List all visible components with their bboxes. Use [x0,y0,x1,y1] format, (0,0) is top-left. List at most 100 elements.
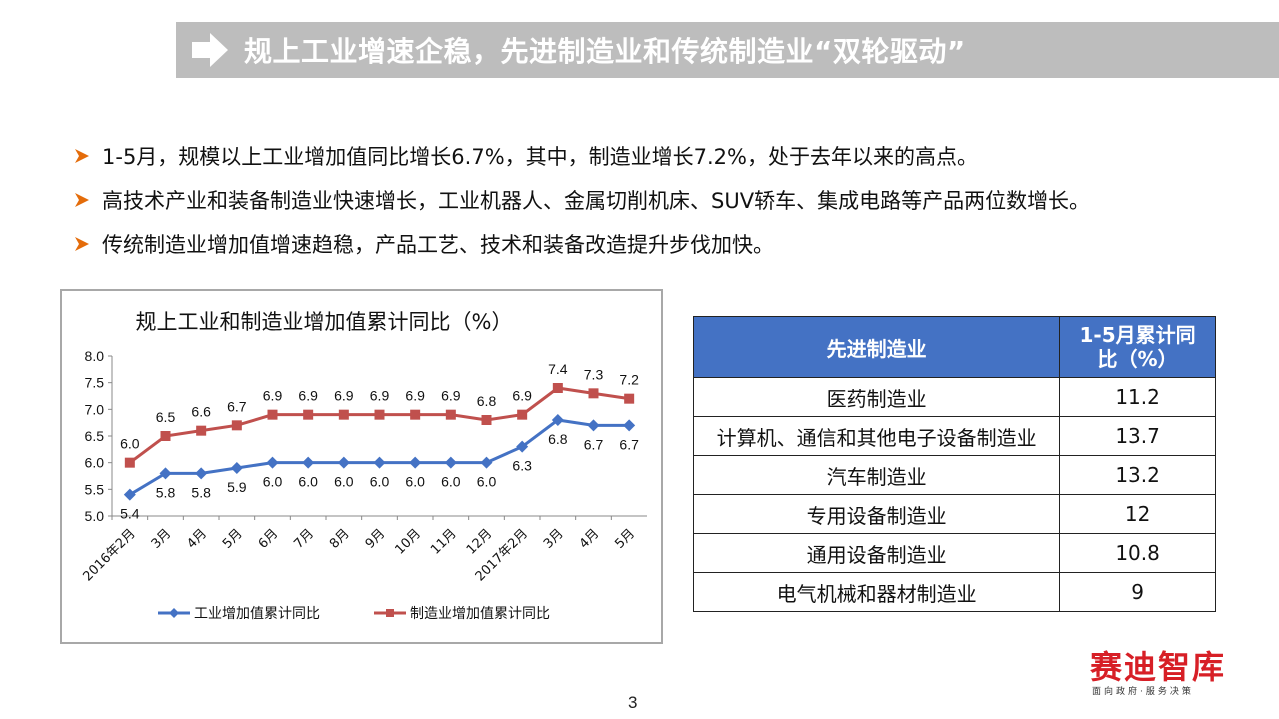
data-label: 7.3 [584,366,604,382]
table-cell: 13.2 [1059,455,1216,495]
data-point [230,462,243,474]
x-tick-label: 4月 [184,526,210,552]
x-tick-label: 4月 [577,526,603,552]
data-point [195,467,208,480]
data-label: 6.0 [441,474,461,490]
data-label: 6.9 [405,388,425,404]
y-ticks: 8.0 7.5 7.0 6.5 6.0 5.5 5.0 [85,348,112,524]
data-point [373,456,386,469]
data-label: 5.8 [156,484,176,500]
data-label: 6.3 [512,458,532,474]
table-cell: 专用设备制造业 [692,494,1061,534]
data-label: 6.9 [298,388,318,404]
data-label: 6.7 [227,398,247,414]
table-cell: 12 [1059,494,1216,534]
x-tick-label: 3月 [149,526,175,552]
data-point [623,419,636,432]
x-tick-label: 11月 [428,526,459,557]
y-tick-label: 7.0 [85,401,105,417]
bullet-arrow-icon [75,193,89,207]
data-point [445,409,456,420]
data-label: 6.8 [477,393,497,409]
arrow-right-icon [192,33,228,67]
data-label: 6.0 [405,474,425,490]
table-row: 电气机械和器材制造业 9 [692,572,1216,612]
data-label: 6.8 [548,431,568,447]
data-point [123,488,136,501]
legend-label: 制造业增加值累计同比 [410,606,550,622]
series-group: 5.4 5.8 5.8 5.9 6.0 6.0 6.0 6.0 6.0 6.0 6.0 6.3 6.8 6… [120,361,639,522]
bullet-text: 1-5月，规模以上工业增加值同比增长6.7%，其中，制造业增长7.2%，处于去年… [102,145,978,169]
data-point [124,457,135,468]
table-cell: 11.2 [1059,377,1216,417]
bullet-item: 高技术产业和装备制造业快速增长，工业机器人、金属切削机床、SUV轿车、集成电路等… [74,178,1264,222]
table-header-row: 先进制造业 1-5月累计同比（%） [692,316,1216,378]
data-label: 6.7 [584,436,604,452]
slide-title: 规上工业增速企稳，先进制造业和传统制造业“双轮驱动” [244,35,966,68]
x-tick-label: 6月 [256,526,282,552]
data-label: 6.0 [477,474,497,490]
logo-name: 赛迪智库 [1090,648,1227,686]
table-cell: 13.7 [1059,416,1216,456]
data-label: 6.9 [512,388,532,404]
x-tick-label: 2016年2月 [80,526,138,584]
data-point [409,456,422,469]
data-label: 6.9 [263,388,283,404]
data-label: 6.9 [370,388,390,404]
data-point [338,409,349,420]
y-tick-label: 7.5 [85,375,105,391]
data-label: 7.2 [619,372,639,388]
table-cell: 9 [1059,572,1216,612]
data-label: 6.9 [334,388,354,404]
page-number: 3 [628,693,638,712]
data-point [374,409,385,420]
y-tick-label: 8.0 [85,348,105,364]
legend-marker [169,608,179,618]
table-cell: 汽车制造业 [692,455,1061,495]
data-point [552,383,563,393]
table-cell: 医药制造业 [692,377,1061,417]
bullet-text: 高技术产业和装备制造业快速增长，工业机器人、金属切削机床、SUV轿车、集成电路等… [102,189,1091,213]
data-point [302,456,315,469]
data-point [337,456,350,469]
bullet-list: 1-5月，规模以上工业增加值同比增长6.7%，其中，制造业增长7.2%，处于去年… [74,134,1264,266]
bullet-item: 1-5月，规模以上工业增加值同比增长6.7%，其中，制造业增长7.2%，处于去年… [74,134,1264,178]
ccid-logo: 赛迪智库 面向政府·服务决策 [1090,648,1250,704]
bullet-text: 传统制造业增加值增速趋稳，产品工艺、技术和装备改造提升步伐加快。 [102,233,774,257]
data-label: 5.4 [120,506,140,522]
legend-marker [386,609,394,617]
data-label: 6.5 [156,409,176,425]
data-label: 6.9 [441,388,461,404]
x-tick-label: 5月 [612,526,638,552]
data-point [444,456,457,469]
y-tick-label: 5.5 [85,481,105,497]
x-tick-label: 7月 [291,526,317,552]
column-header: 先进制造业 [692,316,1061,378]
y-tick-label: 6.0 [85,455,105,471]
x-tick-label: 5月 [220,526,246,552]
data-label: 5.9 [227,479,247,495]
data-point [266,456,279,469]
data-point [551,414,564,426]
table-row: 计算机、通信和其他电子设备制造业 13.7 [692,416,1216,456]
x-tick-label: 3月 [541,526,567,552]
x-tick-label: 10月 [392,526,423,557]
table-cell: 计算机、通信和其他电子设备制造业 [692,416,1061,456]
chart-title: 规上工业和制造业增加值累计同比（%） [136,310,513,334]
data-point [587,419,600,432]
bullet-arrow-icon [75,149,89,163]
table-cell: 电气机械和器材制造业 [692,572,1061,612]
table-row: 医药制造业 11.2 [692,377,1216,417]
line-chart: 规上工业和制造业增加值累计同比（%） 8.0 7.5 7.0 6.5 6.0 5.5 5.0… [60,289,663,644]
data-point [588,388,599,399]
logo-tagline: 面向政府·服务决策 [1092,687,1194,697]
bullet-item: 传统制造业增加值增速趋稳，产品工艺、技术和装备改造提升步伐加快。 [74,222,1264,266]
y-tick-label: 6.5 [85,428,105,444]
bullet-arrow-icon [75,237,89,251]
column-header: 1-5月累计同比（%） [1059,316,1216,378]
legend: 工业增加值累计同比 制造业增加值累计同比 [158,606,550,622]
data-label: 5.8 [191,484,211,500]
table-row: 专用设备制造业 12 [692,494,1216,534]
data-point [303,409,314,420]
